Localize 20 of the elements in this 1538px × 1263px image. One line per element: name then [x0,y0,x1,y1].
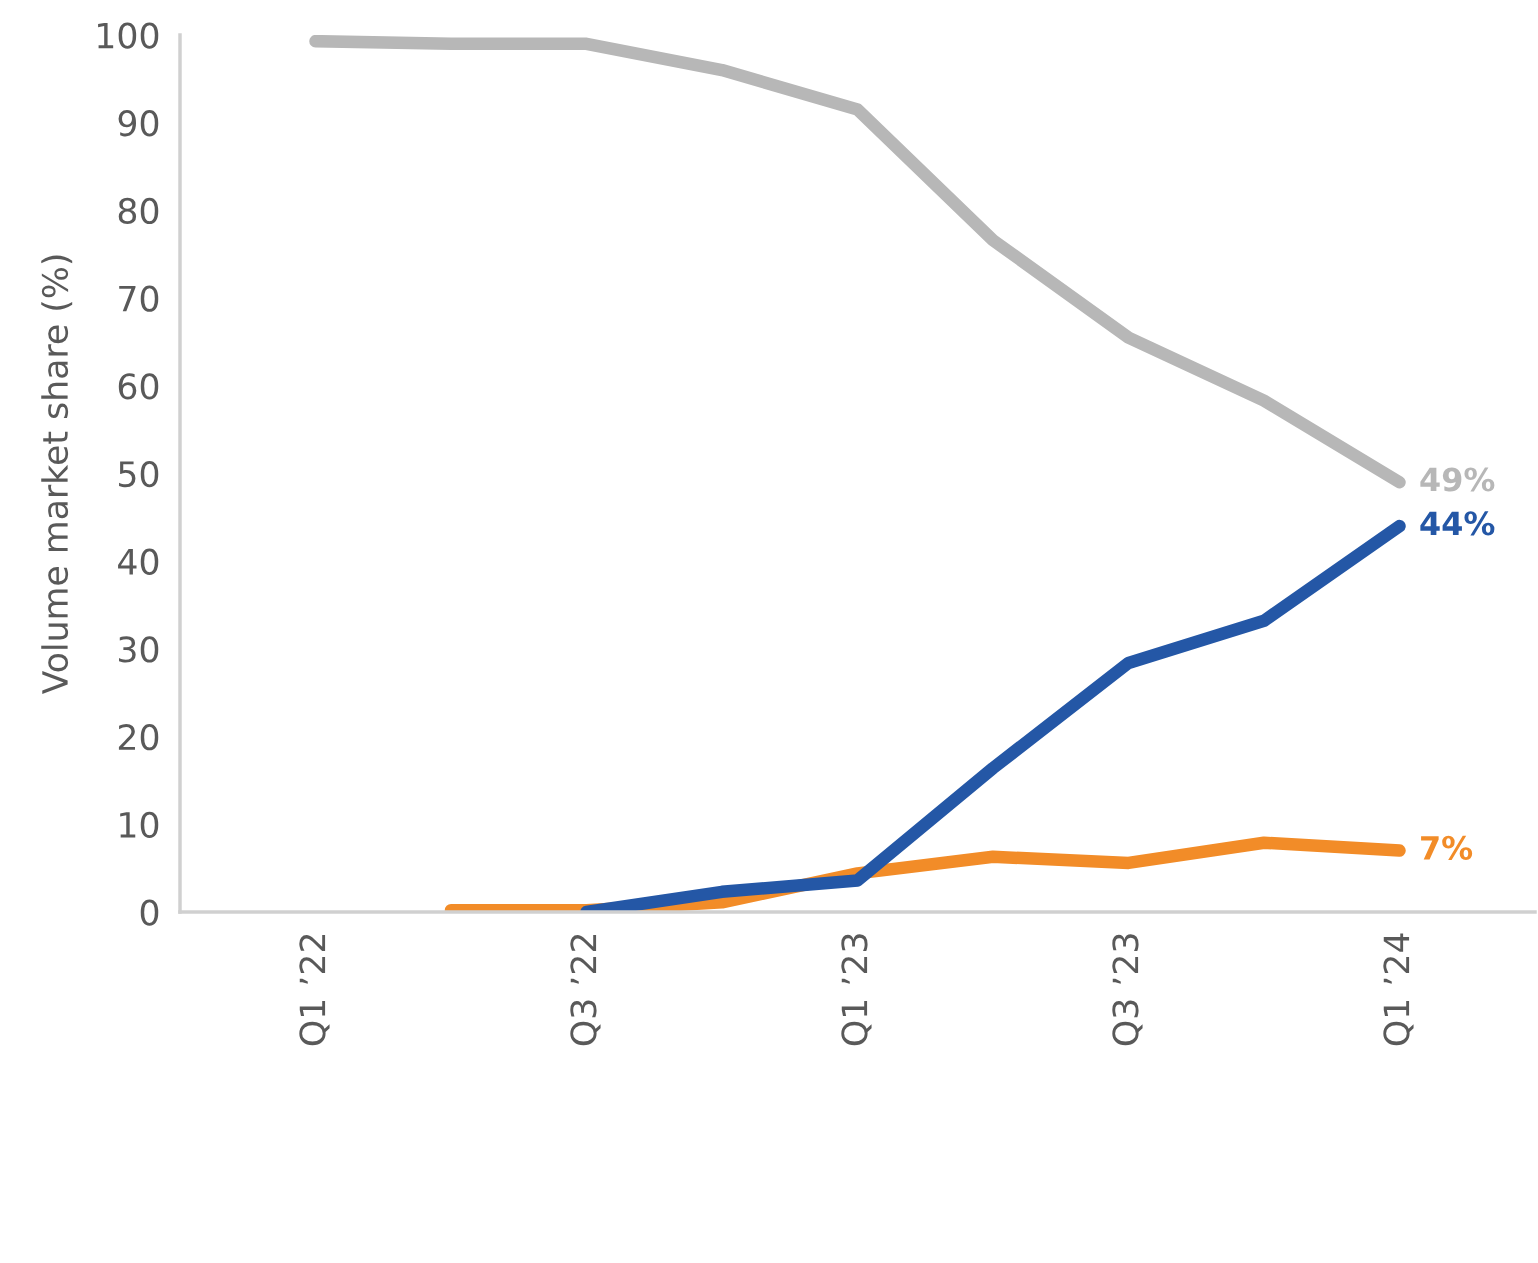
x-tick-label: Q1 ’22 [299,934,330,1046]
y-tick-label: 30 [119,636,159,663]
x-tick-label: Q1 ’23 [841,934,872,1046]
data-label: 7% [1421,835,1473,860]
x-tick-label: Q3 ’22 [570,934,601,1046]
y-tick-label: 90 [118,110,159,137]
y-tick-label: 70 [119,285,159,312]
y-tick-label: 0 [140,899,159,926]
y-tick-label: 20 [118,724,159,751]
data-label: 49% [1420,467,1495,492]
y-tick-label: 10 [120,811,159,838]
x-tick-label: Q1 ’24 [1383,933,1414,1046]
x-tick-label: Q3 ’23 [1112,934,1143,1046]
y-tick-label: 80 [118,197,159,225]
y-tick-label: 40 [118,548,159,575]
data-label: 44% [1420,511,1495,536]
y-axis-title: Volume market share (%) [41,255,73,695]
y-tick-label: 60 [118,373,159,400]
y-tick-label: 50 [119,460,159,488]
y-tick-label: 100 [98,22,159,49]
